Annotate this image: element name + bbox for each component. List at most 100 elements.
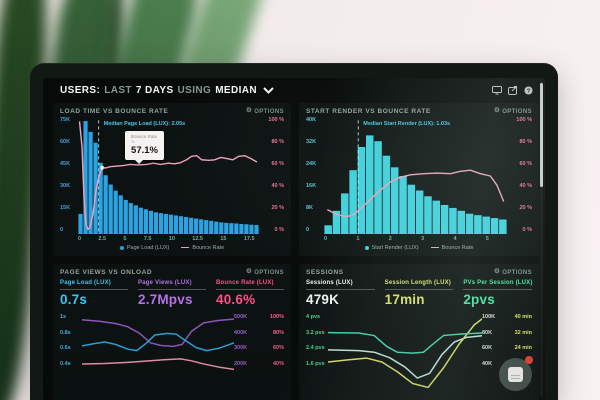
x-axis: 0 1 2 3 4 5 <box>324 236 489 242</box>
line-chart-plot[interactable] <box>82 310 234 397</box>
title-segment: MEDIAN <box>215 85 258 96</box>
metric-value: 479K <box>306 291 340 307</box>
axis-tick: 100 % <box>268 117 284 123</box>
scrollbar-thumb[interactable] <box>539 83 543 187</box>
axis-tick: 45K <box>60 161 71 168</box>
y-axis-left: 40K 32K 24K 16K 8K 0 <box>306 117 324 234</box>
axis-tick: 20 % <box>271 205 284 212</box>
dashboard-screen: USERS: LAST 7 DAYS USING MEDIAN ? <box>43 78 545 400</box>
axis-tick: 75K <box>60 117 71 123</box>
panel-load-time-vs-bounce-rate: LOAD TIME VS BOUNCE RATE ⚙ OPTIONS 75K 60… <box>53 103 291 256</box>
title-segment: USING <box>177 85 212 96</box>
axis-tick: 32K <box>306 139 317 146</box>
gear-icon: ⚙ <box>493 107 501 115</box>
axis-tick: 15 <box>220 236 227 242</box>
axis-tick-pair: 500K 100% <box>234 313 284 320</box>
axis-tick: 60 % <box>271 161 284 168</box>
axis-tick: 40K <box>306 117 317 123</box>
timeframe-dropdown[interactable]: USERS: LAST 7 DAYS USING MEDIAN <box>60 85 274 96</box>
legend-item[interactable]: Bounce Rate <box>181 245 224 251</box>
axis-tick: 40 % <box>271 183 284 190</box>
title-segment: USERS: <box>60 85 101 96</box>
y-axis-right: 500K 100% 400K 80% 300K 60% 200K 40% <box>234 310 284 397</box>
metric-row: Sessions (LUX) 479K Session Length (LUX) 17… <box>306 280 532 306</box>
chart-legend: Start Render (LUX) Bounce Rate <box>306 242 532 253</box>
metric-block: Session Length (LUX) 17min <box>384 280 454 306</box>
panel-title: LOAD TIME VS BOUNCE RATE <box>60 108 169 115</box>
legend-label: Bounce Rate <box>441 244 474 251</box>
axis-tick-pair: 200K 40% <box>234 360 284 367</box>
panel-title: PAGE VIEWS VS ONLOAD <box>60 269 153 276</box>
metric-value: 2pvs <box>463 291 495 307</box>
metric-value: 0.7s <box>60 291 88 307</box>
axis-tick: 1 <box>356 236 360 242</box>
axis-tick: 4 pvs <box>306 313 321 320</box>
y-axis-right: 100 % 80 % 60 % 40 % 20 % 0 % <box>507 117 532 234</box>
options-button[interactable]: ⚙ OPTIONS <box>493 107 532 115</box>
metric-block: Sessions (LUX) 479K <box>306 280 375 306</box>
line-chart-plot[interactable] <box>328 310 482 397</box>
axis-tick: 60 % <box>519 161 532 168</box>
axis-tick: 20 % <box>519 205 532 212</box>
axis-tick: 2.5 <box>98 236 107 242</box>
metric-value: 40.6% <box>216 291 256 307</box>
chevron-down-icon <box>263 87 274 94</box>
axis-tick: 17.5 <box>243 236 255 242</box>
axis-tick-pair: 300K 60% <box>234 345 284 352</box>
options-button[interactable]: ⚙ OPTIONS <box>493 268 532 276</box>
axis-tick: 0.8s <box>60 329 71 336</box>
axis-tick: 0 <box>306 227 310 234</box>
axis-tick-pair: 40K <box>482 360 493 367</box>
axis-tick: 40 % <box>519 183 532 190</box>
laptop-bezel: USERS: LAST 7 DAYS USING MEDIAN ? <box>30 63 558 400</box>
display-icon[interactable] <box>492 86 502 95</box>
axis-tick: 2 <box>388 236 392 242</box>
metric-label: Page Views (LUX) <box>138 280 206 290</box>
share-icon[interactable] <box>508 86 518 95</box>
metric-block: PVs Per Session (LUX) 2pvs <box>463 280 532 306</box>
axis-tick: 80 % <box>271 139 284 146</box>
y-axis-right: 100 % 80 % 60 % 40 % 20 % 0 % <box>259 117 284 234</box>
axis-tick: 3 <box>421 236 425 242</box>
axis-tick: 0 % <box>274 227 284 234</box>
axis-tick: 5 <box>485 236 489 242</box>
y-axis-right: 100K 40 min 80K 32 min 60K 24 min 40K <box>482 310 532 397</box>
top-bar-icons: ? <box>492 86 533 95</box>
y-axis-left: 75K 60K 45K 30K 15K 0 <box>60 117 78 234</box>
axis-tick: 0 % <box>522 227 532 234</box>
axis-tick: 0 <box>324 236 328 242</box>
legend-item[interactable]: Start Render (LUX) <box>364 244 419 251</box>
axis-tick: 5 <box>123 236 127 242</box>
metric-label: PVs Per Session (LUX) <box>463 280 532 290</box>
axis-tick: 60K <box>60 139 71 146</box>
metric-value: 2.7Mpvs <box>138 291 193 307</box>
legend-item[interactable]: Bounce Rate <box>430 244 474 251</box>
axis-tick: 8K <box>306 205 314 212</box>
y-axis-left: 1s 0.8s 0.6s 0.4s <box>60 310 82 397</box>
title-segment: 7 DAYS <box>135 85 174 96</box>
options-button[interactable]: ⚙ OPTIONS <box>245 107 284 115</box>
legend-label: Bounce Rate <box>192 244 225 251</box>
axis-tick-pair: 60K 24 min <box>482 345 532 352</box>
legend-label: Start Render (LUX) <box>371 244 419 251</box>
axis-tick: 0 <box>60 227 64 234</box>
histogram-plot[interactable]: Median Page Load (LUX): 2.05s Bounce Rat… <box>78 118 259 234</box>
scrollbar-track[interactable] <box>539 81 543 397</box>
start-render-histogram <box>324 118 507 234</box>
help-icon[interactable]: ? <box>524 86 533 95</box>
options-button[interactable]: ⚙ OPTIONS <box>245 268 284 276</box>
axis-tick: 10 <box>168 236 175 242</box>
legend-item[interactable]: Page Load (LUX) <box>119 245 169 251</box>
panel-page-views-vs-onload: PAGE VIEWS VS ONLOAD ⚙ OPTIONS Page Load… <box>53 264 291 400</box>
metric-block: Page Load (LUX) 0.7s <box>60 280 128 306</box>
histogram-plot[interactable]: Median Start Render (LUX): 1.03s <box>324 118 507 234</box>
page-views-line-chart <box>82 310 234 397</box>
metric-label: Page Load (LUX) <box>60 280 128 290</box>
axis-tick: 30K <box>60 183 71 190</box>
metric-label: Session Length (LUX) <box>384 280 454 290</box>
help-widget-button[interactable] <box>499 356 533 391</box>
axis-tick: 100 % <box>516 117 532 123</box>
book-icon <box>508 367 523 382</box>
legend-line-marker <box>181 246 190 249</box>
